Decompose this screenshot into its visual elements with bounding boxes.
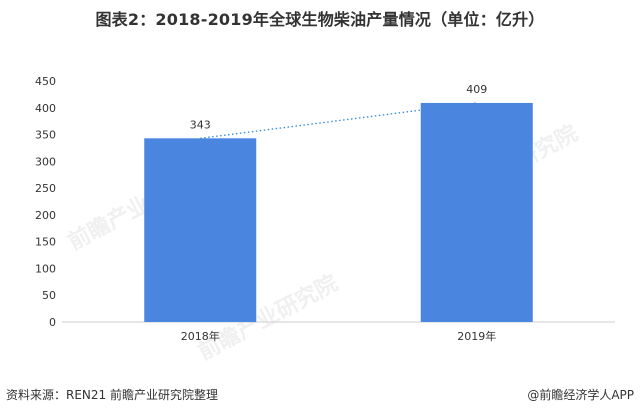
brand-label: @前瞻经济学人APP [527, 388, 634, 402]
chart-title: 图表2：2018-2019年全球生物柴油产量情况（单位：亿升） [95, 10, 545, 29]
y-tick-label: 50 [42, 289, 56, 302]
source-note: 资料来源：REN21 前瞻产业研究院整理 [6, 388, 218, 402]
y-tick-label: 250 [35, 182, 56, 195]
y-tick-label: 0 [49, 316, 56, 329]
y-tick-label: 450 [35, 75, 56, 88]
bar-0 [144, 138, 257, 322]
y-tick-label: 350 [35, 129, 56, 142]
data-label: 409 [466, 83, 487, 96]
y-tick-label: 400 [35, 102, 56, 115]
x-tick-label: 2019年 [457, 329, 496, 343]
bar-1 [420, 102, 533, 322]
y-tick-label: 100 [35, 262, 56, 275]
data-label: 343 [190, 118, 211, 131]
y-tick-label: 150 [35, 236, 56, 249]
y-tick-label: 300 [35, 155, 56, 168]
trend-line [200, 102, 477, 139]
y-tick-label: 200 [35, 209, 56, 222]
x-tick-label: 2018年 [181, 329, 220, 343]
